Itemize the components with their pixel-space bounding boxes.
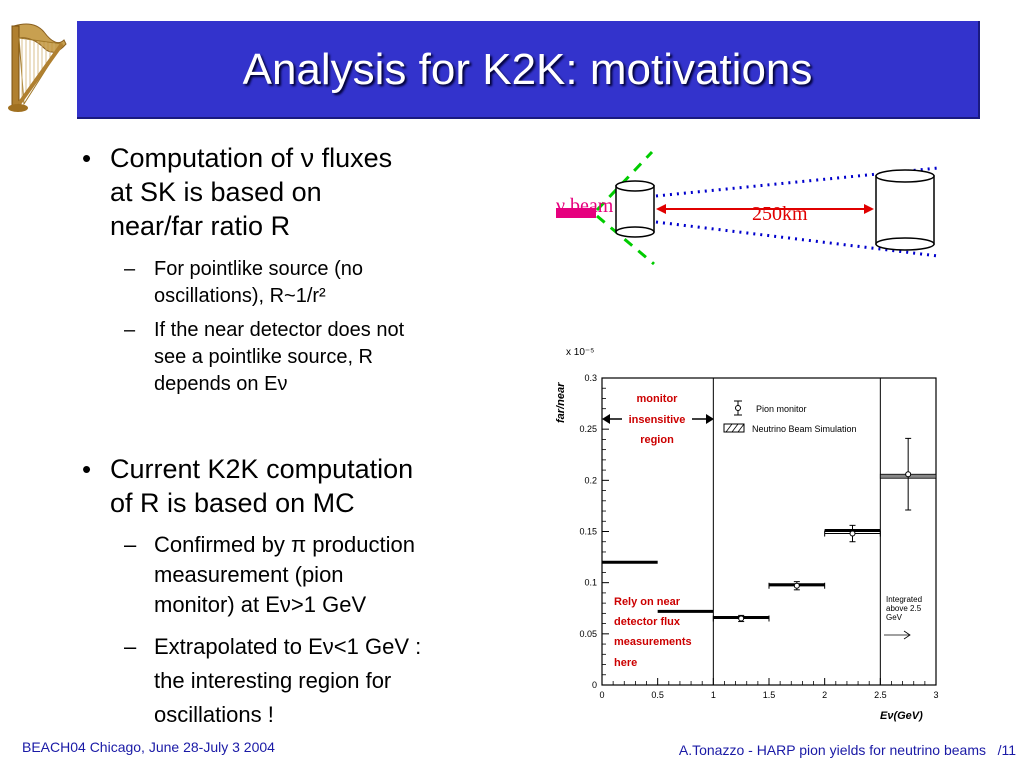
y-tick-group: 0 0.05 0.1 0.15 0.2 0.25 0.3 bbox=[579, 373, 609, 690]
x-tick-label: 2 bbox=[822, 690, 827, 700]
arrow-right-head bbox=[706, 414, 714, 424]
y-tick-label: 0.3 bbox=[584, 373, 597, 383]
beam-label: ν beam bbox=[556, 195, 614, 217]
sub-bullet-2-line-2: see a pointlike source, R bbox=[154, 346, 374, 368]
near-detector bbox=[615, 180, 655, 238]
annotation-rely-near: Rely on near detector flux measurements … bbox=[614, 596, 692, 669]
arrow-left-head bbox=[602, 414, 610, 424]
annotation-line: above 2.5 bbox=[886, 604, 922, 613]
far-near-ratio-plot: x 10⁻⁵ far/near Eν(GeV) 00.050.10.150.20… bbox=[552, 337, 947, 725]
x-axis-label: Eν(GeV) bbox=[880, 710, 923, 722]
x-tick-label: 1 bbox=[711, 690, 716, 700]
bullet-2-line-1: Current K2K computation bbox=[110, 454, 414, 484]
footer-conference: BEACH04 Chicago, June 28-July 3 2004 bbox=[22, 739, 275, 755]
y-tick-label: 0.05 bbox=[579, 629, 597, 639]
integrated-arrow-head bbox=[903, 630, 911, 640]
sub-bullet-dash: – bbox=[124, 532, 137, 557]
y-tick-label: 0.2 bbox=[584, 475, 597, 485]
sub-bullet-2-line-1: If the near detector does not bbox=[154, 319, 405, 341]
sub-bullet-1-line-2: oscillations), R~1/r² bbox=[154, 285, 326, 307]
bullet-dot: • bbox=[82, 143, 92, 173]
y-tick-label: 0.1 bbox=[584, 578, 597, 588]
sub-bullet-2: – If the near detector does not see a po… bbox=[124, 317, 524, 398]
title-bar: Analysis for K2K: motivations bbox=[77, 21, 980, 119]
harp-logo bbox=[8, 23, 67, 112]
legend-pion-monitor: Pion monitor bbox=[756, 404, 807, 414]
sub-bullet-dash: – bbox=[124, 634, 137, 659]
dotted-beam-upper bbox=[655, 166, 939, 198]
cone-lower bbox=[596, 214, 655, 266]
annotation-line: Integrated bbox=[886, 595, 922, 604]
x-tick-label: 1.5 bbox=[763, 690, 776, 700]
annotation-integrated: Integrated above 2.5 GeV bbox=[886, 595, 922, 622]
annotation-line: measurements bbox=[614, 636, 692, 648]
bullet-dot: • bbox=[82, 454, 92, 484]
pion-monitor-points bbox=[712, 437, 912, 623]
bullet-2: • Current K2K computation of R is based … bbox=[82, 452, 512, 520]
distance-arrow-head-left bbox=[656, 204, 666, 214]
annotation-line: region bbox=[640, 434, 674, 446]
annotation-line: here bbox=[614, 657, 637, 669]
distance-label: 250km bbox=[752, 203, 808, 225]
sub-bullet-3: – Confirmed by π production measurement … bbox=[124, 530, 524, 620]
sub-bullet-4-line-2: the interesting region for bbox=[154, 668, 392, 693]
annotation-line: insensitive bbox=[629, 414, 686, 426]
pm-point bbox=[849, 530, 856, 537]
legend: Pion monitor Neutrino Beam Simulation bbox=[723, 400, 857, 434]
x-tick-label: 2.5 bbox=[874, 690, 887, 700]
pm-point bbox=[793, 582, 800, 589]
sub-bullet-3-line-3: monitor) at Eν>1 GeV bbox=[154, 592, 367, 617]
pm-point bbox=[905, 471, 912, 478]
bullet-1-line-2: at SK is based on bbox=[110, 177, 322, 207]
sub-bullet-dash: – bbox=[124, 319, 136, 341]
sub-bullet-dash: – bbox=[124, 258, 136, 280]
exponent-label: x 10⁻⁵ bbox=[566, 347, 594, 358]
footer-slide-number: /11 bbox=[997, 742, 1016, 758]
sub-bullet-1-line-1: For pointlike source (no bbox=[154, 258, 363, 280]
x-tick-label: 0 bbox=[599, 690, 604, 700]
far-detector bbox=[875, 169, 935, 251]
sub-bullet-4-line-3: oscillations ! bbox=[154, 702, 274, 727]
slide-title: Analysis for K2K: motivations bbox=[242, 45, 813, 94]
pm-point bbox=[738, 615, 745, 622]
beam-diagram: ν beam 250km bbox=[556, 150, 939, 266]
y-tick-label: 0.25 bbox=[579, 424, 597, 434]
annotation-line: monitor bbox=[637, 393, 679, 405]
sub-bullet-1: – For pointlike source (no oscillations)… bbox=[124, 256, 524, 310]
bullet-1-line-3: near/far ratio R bbox=[110, 211, 291, 241]
legend-mc: Neutrino Beam Simulation bbox=[752, 424, 857, 434]
bullet-1-line-1: Computation of ν fluxes bbox=[110, 143, 393, 173]
y-axis-label: far/near bbox=[555, 382, 567, 423]
bullet-2-line-2: of R is based on MC bbox=[110, 488, 355, 518]
sub-bullet-3-line-1: Confirmed by π production bbox=[154, 532, 415, 557]
x-tick-label: 3 bbox=[933, 690, 938, 700]
sub-bullet-4: – Extrapolated to Eν<1 GeV : the interes… bbox=[124, 630, 544, 732]
bullet-1: • Computation of ν fluxes at SK is based… bbox=[82, 141, 502, 243]
cone-upper bbox=[595, 150, 654, 212]
footer-author: A.Tonazzo - HARP pion yields for neutrin… bbox=[678, 742, 986, 758]
y-tick-label: 0.15 bbox=[579, 527, 597, 537]
sub-bullet-2-line-3: depends on Eν bbox=[154, 373, 288, 395]
distance-arrow-head-right bbox=[864, 204, 874, 214]
annotation-line: GeV bbox=[886, 613, 903, 622]
annotation-line: Rely on near bbox=[614, 596, 681, 608]
annotation-line: detector flux bbox=[614, 616, 681, 628]
annotation-monitor-insensitive: monitor insensitive region bbox=[629, 393, 686, 446]
y-tick-label: 0 bbox=[592, 680, 597, 690]
sub-bullet-4-line-1: Extrapolated to Eν<1 GeV : bbox=[154, 634, 422, 659]
beam-bar bbox=[556, 208, 596, 218]
x-tick-label: 0.5 bbox=[651, 690, 664, 700]
sub-bullet-3-line-2: measurement (pion bbox=[154, 562, 344, 587]
